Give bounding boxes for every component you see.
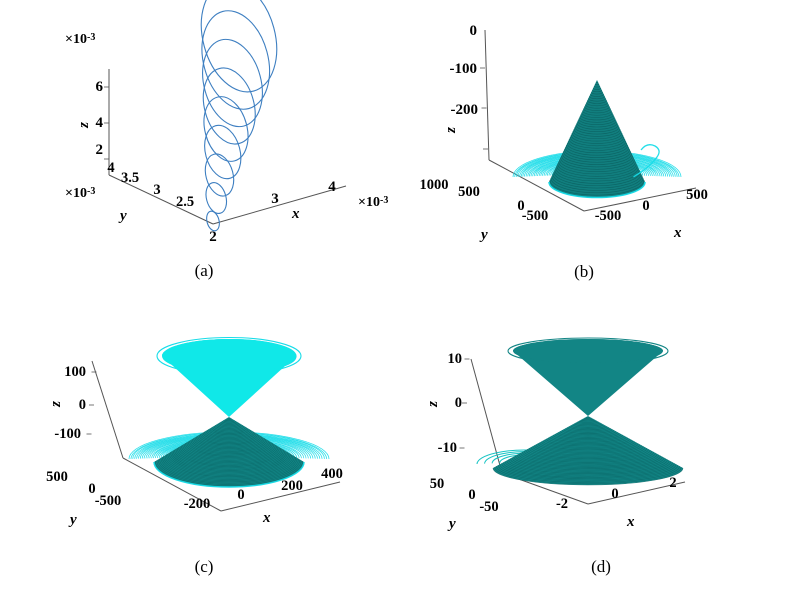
svg-text:x: x: [291, 206, 300, 222]
svg-text:50: 50: [430, 476, 445, 492]
svg-text:2: 2: [209, 229, 217, 245]
svg-text:6: 6: [96, 79, 104, 95]
svg-text:y: y: [118, 208, 127, 224]
svg-text:z: z: [443, 127, 459, 134]
svg-text:0: 0: [455, 395, 462, 411]
svg-text:3: 3: [153, 182, 160, 198]
svg-text:3: 3: [271, 191, 279, 207]
svg-text:3.5: 3.5: [121, 170, 139, 186]
svg-text:(b): (b): [574, 262, 594, 281]
svg-text:1000: 1000: [420, 177, 449, 193]
svg-text:z: z: [425, 401, 441, 408]
svg-text:-50: -50: [479, 499, 498, 515]
svg-text:-200: -200: [451, 102, 479, 118]
svg-text:2: 2: [96, 142, 104, 158]
svg-text:200: 200: [281, 478, 303, 494]
svg-text:2: 2: [669, 475, 676, 491]
svg-text:z: z: [76, 122, 92, 129]
svg-text:0: 0: [237, 487, 244, 503]
svg-text:100: 100: [64, 364, 86, 380]
svg-text:x: x: [626, 514, 635, 530]
svg-text:0: 0: [468, 487, 475, 503]
svg-text:500: 500: [686, 187, 708, 203]
svg-text:400: 400: [321, 466, 343, 482]
svg-text:4: 4: [96, 115, 104, 131]
svg-text:500: 500: [46, 469, 68, 485]
svg-text:y: y: [68, 512, 77, 528]
svg-text:2.5: 2.5: [176, 194, 194, 210]
svg-text:0: 0: [470, 23, 478, 39]
svg-text:-100: -100: [54, 426, 81, 442]
svg-text:0: 0: [642, 198, 649, 214]
svg-text:0: 0: [79, 397, 86, 413]
svg-text:×10-3: ×10-3: [65, 32, 95, 47]
svg-text:0: 0: [611, 486, 618, 502]
svg-text:-500: -500: [522, 208, 549, 224]
svg-text:x: x: [262, 510, 271, 526]
svg-text:×10-3: ×10-3: [358, 195, 388, 210]
svg-text:4: 4: [107, 160, 114, 176]
svg-text:-200: -200: [184, 496, 211, 512]
svg-text:x: x: [673, 225, 682, 241]
svg-text:10: 10: [448, 351, 463, 367]
svg-text:-10: -10: [438, 440, 457, 456]
svg-text:-100: -100: [450, 61, 478, 77]
svg-text:(d): (d): [591, 557, 611, 576]
svg-text:-2: -2: [556, 496, 568, 512]
svg-text:500: 500: [458, 184, 480, 200]
svg-text:4: 4: [328, 179, 336, 195]
svg-text:-500: -500: [595, 208, 622, 224]
svg-text:(c): (c): [195, 557, 214, 576]
svg-text:-500: -500: [95, 493, 122, 509]
svg-text:y: y: [447, 516, 456, 532]
svg-text:z: z: [48, 401, 64, 408]
svg-text:×10-3: ×10-3: [65, 186, 95, 201]
svg-text:(a): (a): [195, 261, 214, 280]
svg-text:y: y: [479, 227, 488, 243]
